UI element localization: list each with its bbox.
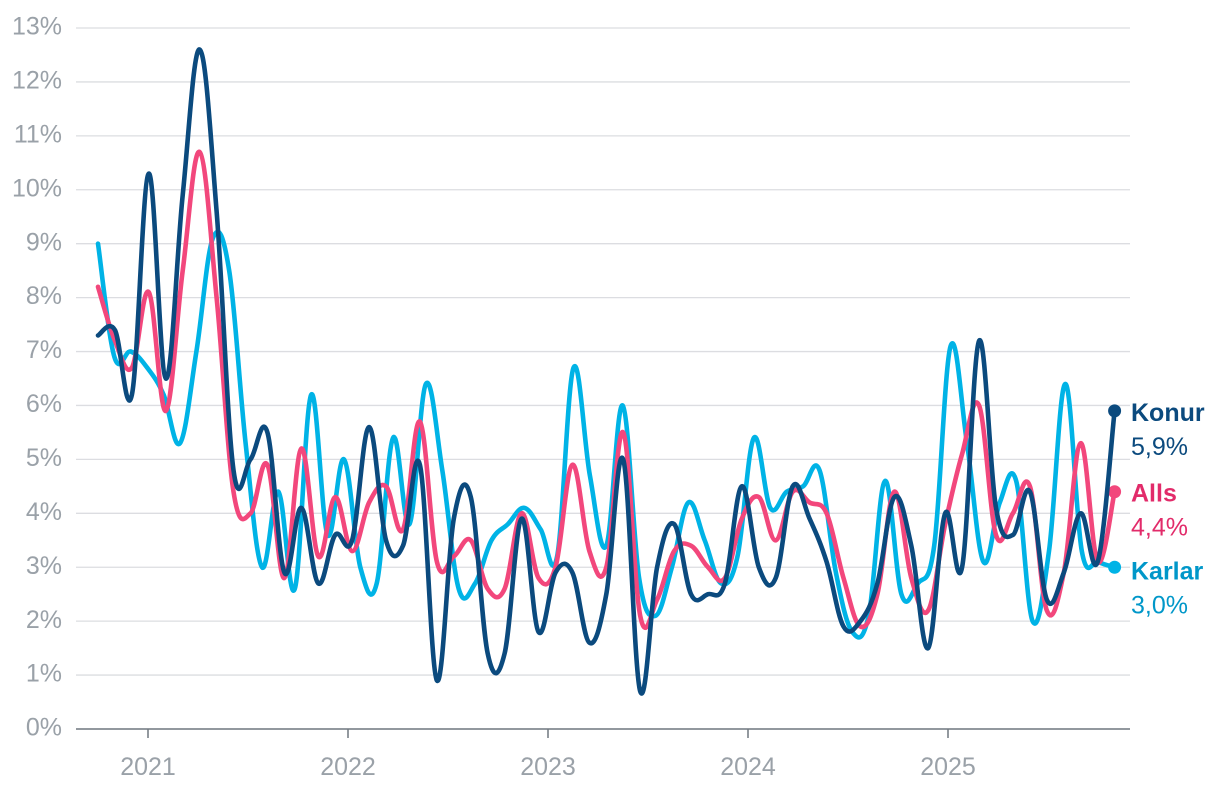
y-tick-label: 9%: [26, 228, 62, 256]
y-tick-label: 3%: [26, 552, 62, 580]
y-tick-label: 6%: [26, 390, 62, 418]
series-label-alls: Alls: [1131, 480, 1177, 508]
y-tick-label: 7%: [26, 336, 62, 364]
x-tick-label: 2023: [520, 753, 576, 781]
series-line-konur: [95, 47, 1117, 696]
y-tick-label: 8%: [26, 282, 62, 310]
y-tick-label: 1%: [26, 660, 62, 688]
series-line-alls: [95, 149, 1117, 630]
x-tick-label: 2025: [920, 753, 976, 781]
x-tick-label: 2022: [320, 753, 376, 781]
series-line-karlar: [95, 229, 1117, 640]
series-value-alls: 4,4%: [1131, 514, 1188, 542]
series-lines: [95, 47, 1122, 696]
series-end-labels: Konur 5,9% Alls 4,4% Karlar 3,0%: [1131, 399, 1205, 620]
y-tick-label: 5%: [26, 444, 62, 472]
y-tick-label: 4%: [26, 498, 62, 526]
gridlines: [76, 27, 1130, 676]
series-value-karlar: 3,0%: [1131, 592, 1188, 620]
series-label-karlar: Karlar: [1131, 558, 1204, 586]
y-tick-label: 10%: [12, 174, 62, 202]
y-axis: 0% 1% 2% 3% 4% 5% 6% 7% 8% 9% 10% 11% 12% 13%: [12, 13, 62, 742]
y-tick-label: 0%: [26, 714, 62, 742]
y-tick-label: 2%: [26, 606, 62, 634]
x-tick-label: 2021: [120, 753, 176, 781]
y-tick-label: 12%: [12, 67, 62, 95]
y-tick-label: 13%: [12, 13, 62, 41]
x-axis: 2021 2022 2023 2024 2025: [120, 729, 976, 781]
series-value-konur: 5,9%: [1131, 433, 1188, 461]
x-tick-label: 2024: [720, 753, 776, 781]
y-tick-label: 11%: [14, 120, 62, 148]
series-end-point-karlar: [1108, 560, 1122, 574]
series-end-point-konur: [1108, 404, 1122, 418]
series-label-konur: Konur: [1131, 399, 1205, 427]
series-end-point-alls: [1108, 485, 1122, 499]
